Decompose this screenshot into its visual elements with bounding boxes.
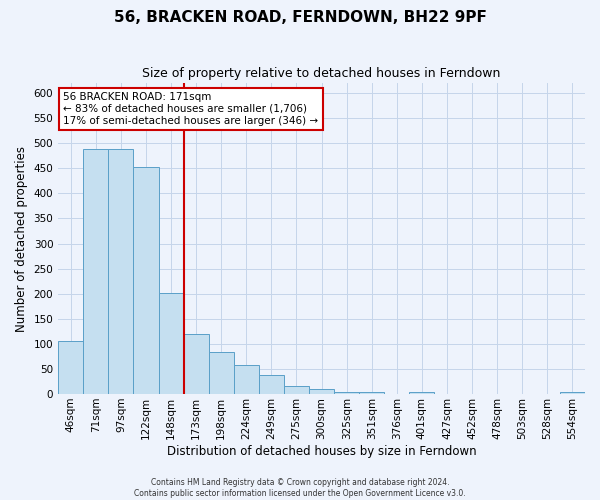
Bar xyxy=(560,392,585,394)
Text: Contains HM Land Registry data © Crown copyright and database right 2024.
Contai: Contains HM Land Registry data © Crown c… xyxy=(134,478,466,498)
Bar xyxy=(334,392,359,394)
Bar xyxy=(209,352,234,394)
Bar xyxy=(109,150,133,394)
Bar xyxy=(133,168,158,394)
Bar xyxy=(409,392,434,394)
Bar xyxy=(158,292,184,394)
X-axis label: Distribution of detached houses by size in Ferndown: Distribution of detached houses by size … xyxy=(167,444,476,458)
Bar xyxy=(184,334,209,394)
Y-axis label: Number of detached properties: Number of detached properties xyxy=(15,146,28,332)
Title: Size of property relative to detached houses in Ferndown: Size of property relative to detached ho… xyxy=(142,68,501,80)
Bar xyxy=(309,389,334,394)
Text: 56 BRACKEN ROAD: 171sqm
← 83% of detached houses are smaller (1,706)
17% of semi: 56 BRACKEN ROAD: 171sqm ← 83% of detache… xyxy=(64,92,319,126)
Bar xyxy=(359,392,385,394)
Bar xyxy=(58,342,83,394)
Bar xyxy=(234,366,259,394)
Bar xyxy=(259,376,284,394)
Bar xyxy=(83,150,109,394)
Text: 56, BRACKEN ROAD, FERNDOWN, BH22 9PF: 56, BRACKEN ROAD, FERNDOWN, BH22 9PF xyxy=(113,10,487,25)
Bar xyxy=(284,386,309,394)
